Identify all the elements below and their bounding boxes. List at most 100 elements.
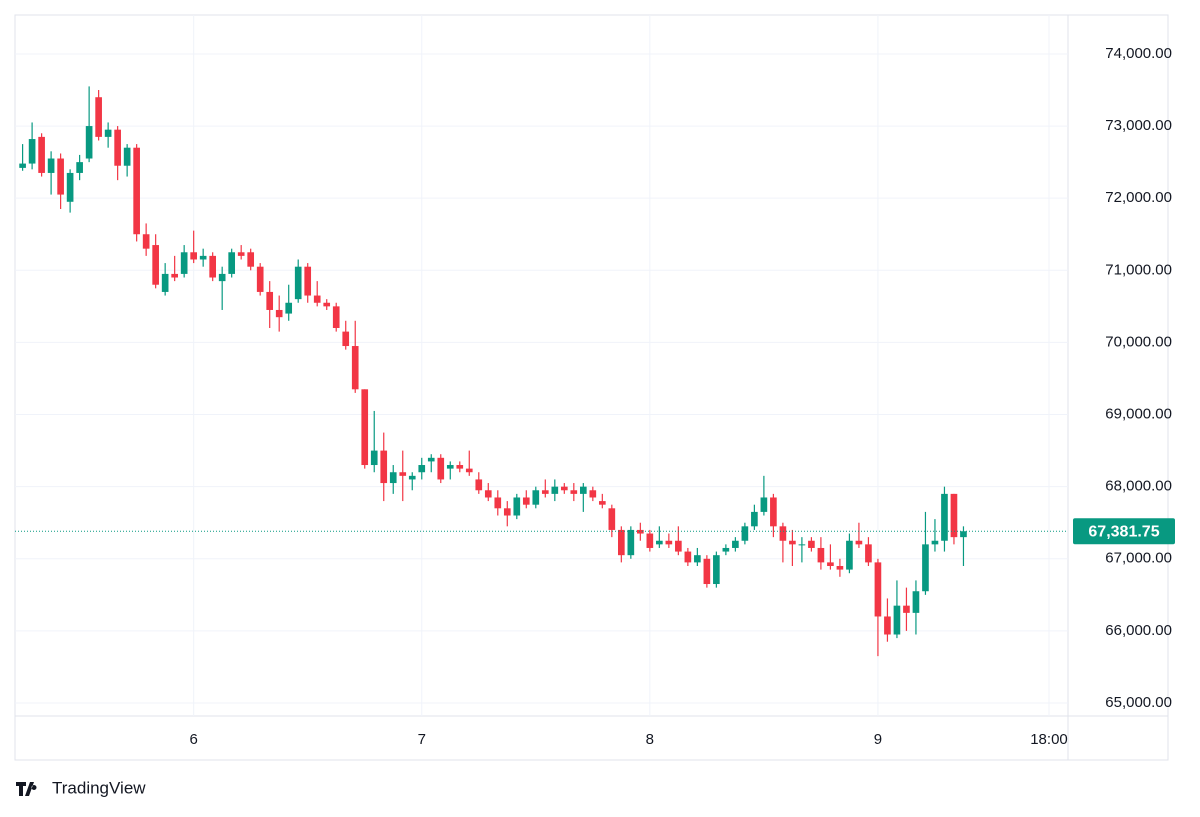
- candle: [732, 537, 739, 552]
- candle: [665, 533, 673, 548]
- candle-body: [874, 562, 882, 617]
- candle: [133, 144, 140, 242]
- candle-body: [370, 450, 378, 466]
- candle-body: [218, 273, 226, 282]
- candle: [827, 544, 834, 570]
- candle-body: [722, 547, 730, 552]
- candle: [541, 479, 549, 498]
- candle-body: [161, 273, 169, 292]
- candle-body: [275, 309, 283, 318]
- candle: [789, 529, 796, 566]
- candle: [817, 537, 825, 570]
- candle-body: [665, 540, 673, 545]
- candle: [741, 522, 749, 545]
- candle-body: [836, 565, 844, 570]
- candle: [313, 281, 321, 307]
- candle-body: [532, 490, 540, 505]
- candle: [180, 245, 188, 278]
- candle-body: [95, 97, 102, 137]
- candle: [237, 245, 245, 260]
- candle: [389, 465, 397, 494]
- candle-body: [703, 558, 711, 585]
- candle-body: [827, 562, 834, 566]
- candle-body: [57, 158, 64, 195]
- candle-body: [789, 540, 796, 545]
- candle-body: [76, 162, 83, 173]
- candle-body: [199, 255, 207, 260]
- candle: [76, 154, 83, 181]
- y-tick-label: 73,000.00: [1105, 117, 1172, 134]
- candle-body: [142, 234, 150, 249]
- candle-body: [579, 486, 587, 494]
- candle: [855, 522, 863, 548]
- candle-body: [123, 147, 131, 166]
- candle-body: [560, 486, 568, 491]
- candle-body: [313, 295, 321, 303]
- chart-frame: [14, 14, 1169, 761]
- candle: [560, 483, 568, 494]
- y-tick-label: 70,000.00: [1105, 333, 1172, 350]
- candle: [332, 302, 340, 332]
- candle: [256, 263, 264, 296]
- candle-body: [104, 129, 112, 137]
- candle-body: [47, 158, 55, 173]
- candle-body: [494, 497, 502, 509]
- y-tick-label: 69,000.00: [1105, 406, 1172, 423]
- candle: [351, 320, 359, 393]
- candle-body: [713, 555, 720, 585]
- candle-body: [798, 544, 806, 546]
- candle: [637, 522, 644, 541]
- candle-body: [760, 497, 768, 512]
- candle: [66, 169, 74, 213]
- candle: [608, 504, 616, 538]
- candle: [846, 533, 853, 574]
- x-tick-label: 6: [189, 731, 197, 748]
- candle-body: [456, 465, 464, 469]
- candle: [656, 526, 663, 548]
- candle-body: [38, 136, 45, 173]
- candle-body: [228, 252, 236, 274]
- candle: [598, 493, 606, 509]
- candle: [874, 558, 882, 657]
- candle: [836, 558, 844, 577]
- candle: [912, 580, 920, 635]
- candle: [199, 248, 207, 267]
- candle-body: [627, 529, 635, 556]
- candle: [47, 151, 55, 195]
- candle-body: [513, 497, 521, 516]
- candle: [142, 223, 150, 256]
- candle: [275, 295, 283, 332]
- candle: [713, 551, 720, 588]
- candle-body: [342, 331, 350, 347]
- candle-body: [152, 245, 159, 285]
- candle-body: [247, 252, 255, 267]
- candle-body: [484, 490, 492, 498]
- candle: [893, 580, 901, 639]
- candle-body: [598, 501, 606, 505]
- candle: [589, 486, 597, 502]
- candle: [247, 248, 255, 271]
- candle: [484, 483, 492, 502]
- last-price-label: 67,381.75: [1088, 523, 1159, 540]
- candle: [446, 461, 454, 480]
- candle: [28, 122, 36, 170]
- candle-body: [19, 163, 26, 168]
- y-tick-label: 65,000.00: [1105, 694, 1172, 711]
- candle: [579, 483, 587, 512]
- candle: [437, 454, 445, 484]
- candle: [941, 486, 948, 552]
- candle: [456, 461, 464, 473]
- candle-body: [608, 508, 616, 530]
- candle-body: [808, 540, 815, 548]
- candle-body: [931, 540, 939, 545]
- candle: [85, 86, 93, 163]
- candle: [408, 472, 416, 491]
- candle-body: [85, 126, 93, 159]
- candle-body: [114, 129, 121, 166]
- candle-body: [675, 540, 682, 552]
- candle-body: [446, 465, 454, 469]
- candle: [494, 490, 502, 516]
- candle-body: [399, 472, 407, 476]
- candle: [884, 598, 891, 642]
